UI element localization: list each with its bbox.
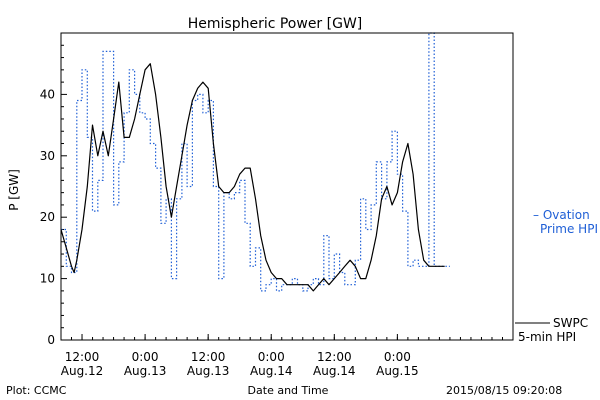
x-tick-label-time: 0:00: [258, 350, 285, 364]
x-tick-label-date: Aug.13: [124, 364, 167, 378]
x-tick-label-date: Aug.12: [61, 364, 104, 378]
x-tick-label-time: 12:00: [65, 350, 100, 364]
x-tick-label-date: Aug.13: [187, 364, 230, 378]
plot-frame: [60, 32, 514, 341]
y-tick-label: 30: [40, 149, 55, 163]
x-tick-label-date: Aug.14: [250, 364, 293, 378]
x-tick-label-time: 12:00: [191, 350, 226, 364]
y-tick-label: 20: [40, 210, 55, 224]
x-axis-label: Date and Time: [248, 384, 329, 397]
legend: – Ovation Prime HPI SWPC 5-min HPI: [515, 208, 598, 344]
legend-ovation-line2: Prime HPI: [540, 222, 598, 236]
y-tick-label: 0: [47, 333, 55, 347]
legend-swpc-line2: 5-min HPI: [518, 330, 576, 344]
legend-ovation-line1: – Ovation: [533, 208, 590, 222]
x-tick-labels: 12:00Aug.120:00Aug.1312:00Aug.130:00Aug.…: [61, 350, 419, 378]
x-tick-label-time: 0:00: [384, 350, 411, 364]
series-swpc-line: [60, 63, 445, 292]
timestamp: 2015/08/15 09:20:08: [446, 384, 562, 397]
x-tick-label-date: Aug.15: [376, 364, 419, 378]
y-tick-label: 10: [40, 272, 55, 286]
chart-title: Hemispheric Power [GW]: [188, 16, 363, 32]
tick-marks: [60, 44, 514, 341]
y-axis-label: P [GW]: [7, 169, 21, 211]
series-ovation-prime-line: [61, 32, 450, 292]
legend-swpc-line1: SWPC: [553, 316, 588, 330]
y-tick-label: 40: [40, 87, 55, 101]
series-lines: [60, 32, 450, 292]
x-tick-label-time: 0:00: [132, 350, 159, 364]
x-tick-label-time: 12:00: [317, 350, 352, 364]
y-tick-labels: 0 10 20 30 40: [40, 87, 55, 347]
plot-credit: Plot: CCMC: [6, 384, 67, 397]
x-tick-label-date: Aug.14: [313, 364, 356, 378]
